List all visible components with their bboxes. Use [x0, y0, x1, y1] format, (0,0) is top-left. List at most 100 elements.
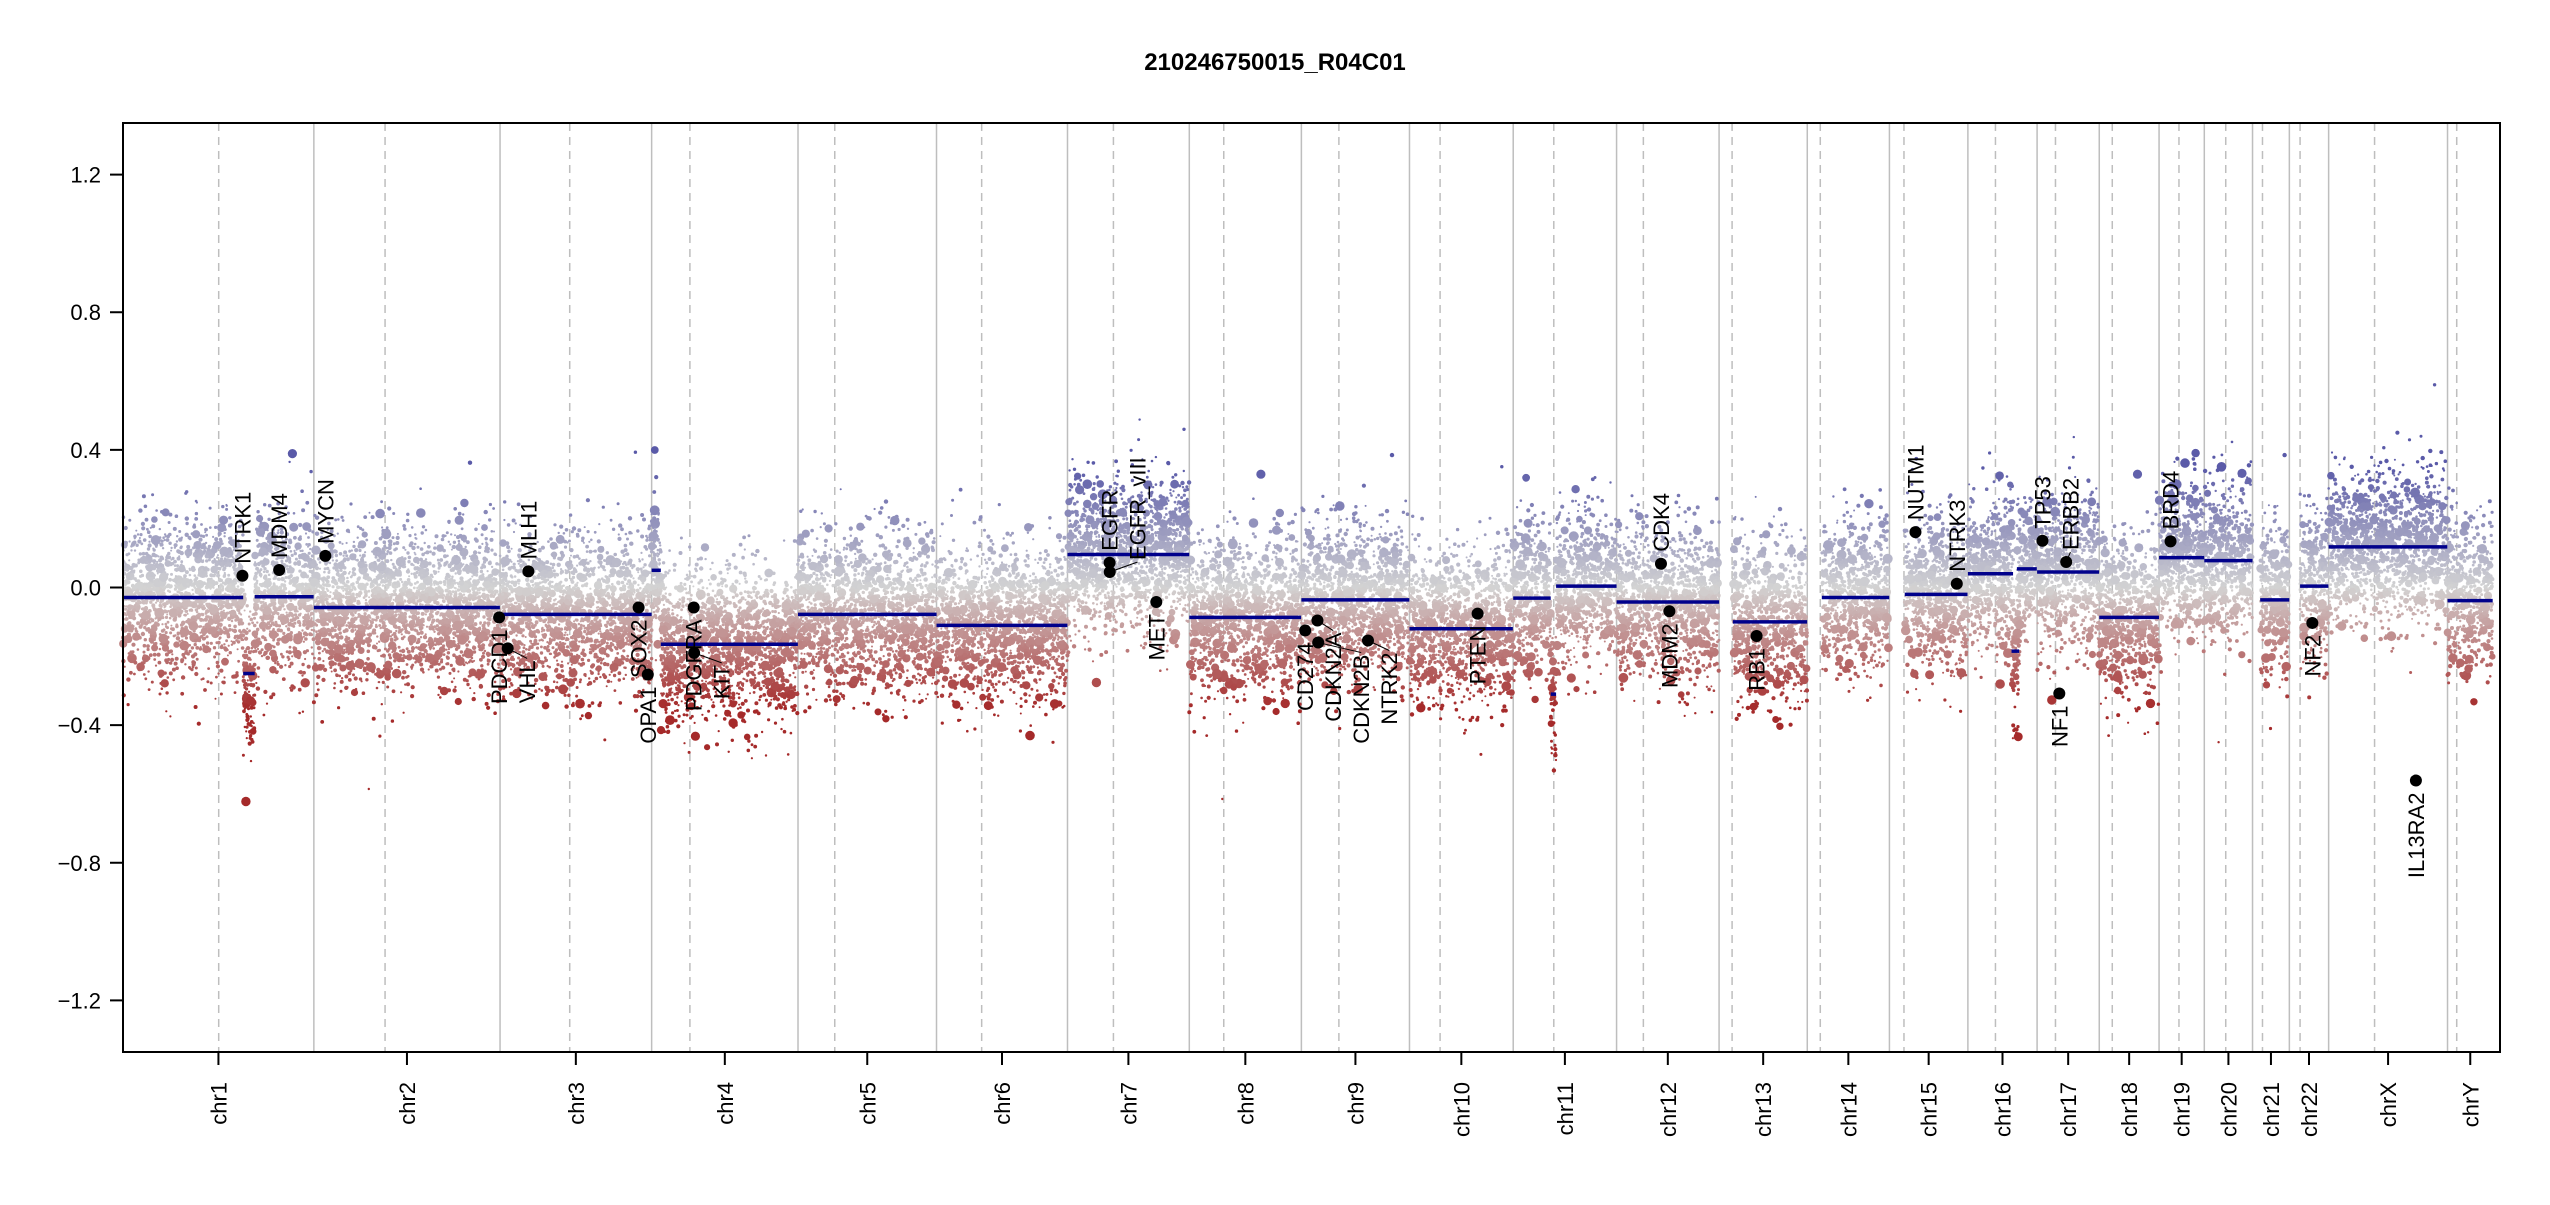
probe-point [309, 614, 311, 616]
probe-point [614, 646, 617, 649]
probe-point [587, 659, 590, 662]
probe-point [233, 568, 237, 572]
probe-point [374, 673, 377, 676]
probe-point [301, 508, 305, 512]
probe-point [242, 754, 245, 757]
probe-point [457, 636, 460, 639]
probe-point [363, 515, 367, 519]
probe-point [424, 512, 426, 514]
probe-point [165, 535, 167, 537]
probe-point [166, 600, 170, 604]
probe-point [148, 535, 152, 539]
probe-point [274, 577, 277, 580]
probe-point [241, 797, 250, 806]
probe-point [352, 673, 355, 676]
probe-point [422, 613, 424, 615]
probe-point [162, 645, 169, 652]
probe-point [209, 507, 212, 510]
probe-point [362, 691, 366, 695]
probe-point [414, 567, 418, 571]
probe-point [461, 610, 465, 614]
probe-point [401, 581, 404, 584]
probe-point [254, 609, 257, 612]
probe-point [238, 612, 241, 615]
probe-point [307, 536, 310, 539]
probe-point [465, 564, 468, 567]
probe-point [357, 544, 361, 548]
probe-point [255, 603, 259, 607]
probe-point [287, 603, 295, 611]
probe-point [156, 623, 159, 626]
probe-point [392, 512, 395, 515]
probe-point [491, 530, 494, 533]
probe-point [141, 522, 145, 526]
probe-point [491, 611, 494, 614]
probe-point [352, 567, 356, 571]
probe-point [394, 647, 397, 650]
probe-point [152, 548, 154, 550]
probe-point [277, 661, 279, 663]
probe-point [373, 561, 376, 564]
probe-point [618, 533, 620, 535]
probe-point [287, 575, 291, 579]
probe-point [137, 648, 140, 651]
probe-point [301, 565, 304, 568]
probe-point [335, 673, 337, 675]
probe-point [154, 617, 156, 619]
probe-point [474, 528, 478, 532]
probe-point [163, 628, 166, 631]
probe-point [492, 595, 495, 598]
probe-point [309, 558, 313, 562]
probe-point [352, 545, 355, 548]
probe-point [365, 589, 367, 591]
probe-point [357, 525, 360, 528]
probe-point [457, 582, 460, 585]
probe-point [165, 559, 168, 562]
probe-point [319, 561, 322, 564]
probe-point [486, 706, 490, 710]
probe-point [379, 619, 383, 623]
probe-point [385, 593, 389, 597]
probe-point [170, 658, 174, 662]
probe-point [386, 610, 388, 612]
probe-point [376, 643, 378, 645]
probe-point [369, 617, 371, 619]
probe-point [253, 722, 255, 724]
probe-point [203, 547, 206, 550]
probe-point [141, 559, 144, 562]
probe-point [404, 627, 407, 630]
probe-point [134, 564, 138, 568]
probe-point [439, 630, 441, 632]
probe-point [341, 677, 343, 679]
probe-point [185, 516, 189, 520]
probe-point [147, 572, 149, 574]
probe-point [153, 658, 156, 661]
probe-point [388, 570, 392, 574]
probe-point [181, 675, 185, 679]
probe-point [392, 563, 395, 566]
probe-point [462, 629, 466, 633]
probe-point [288, 449, 297, 458]
probe-point [564, 704, 568, 708]
probe-point [466, 662, 468, 664]
probe-point [348, 603, 351, 606]
probe-point [314, 663, 317, 666]
probe-point [244, 693, 247, 696]
probe-point [415, 538, 417, 540]
probe-point [271, 621, 274, 624]
probe-point [450, 585, 453, 588]
probe-point [194, 672, 198, 676]
probe-point [287, 627, 290, 630]
probe-point [151, 635, 155, 639]
probe-point [233, 585, 235, 587]
probe-point [258, 650, 262, 654]
probe-point [363, 668, 367, 672]
probe-point [302, 623, 306, 627]
probe-point [322, 627, 326, 631]
probe-point [376, 635, 378, 637]
probe-point [299, 670, 303, 674]
probe-point [362, 642, 365, 645]
probe-point [231, 675, 235, 679]
probe-point [248, 691, 250, 693]
probe-point [237, 585, 240, 588]
